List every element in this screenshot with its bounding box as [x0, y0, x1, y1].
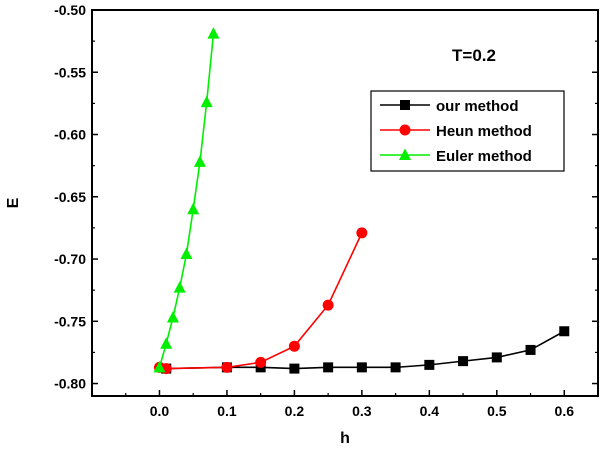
data-point-heun-method [288, 340, 300, 352]
legend-marker-heun-method [399, 124, 411, 136]
x-tick-label: 0.5 [487, 403, 507, 419]
data-point-our-method [424, 359, 435, 370]
y-tick-label: -0.80 [54, 376, 86, 392]
plot-frame [91, 9, 599, 397]
data-point-euler-method [180, 247, 193, 260]
x-tick-label: 0.1 [217, 403, 237, 419]
x-tick-label: 0.2 [285, 403, 305, 419]
data-point-euler-method [173, 281, 186, 293]
data-point-our-method [491, 352, 502, 363]
data-point-euler-method [193, 155, 206, 167]
y-axis: -0.80 -0.75 -0.70 -0.65 -0.60 -0.55 -0.50 [54, 2, 98, 392]
data-point-euler-method [207, 27, 220, 39]
legend: our method Heun method Euler method [370, 90, 565, 172]
data-point-euler-method [166, 311, 179, 323]
data-point-heun-method [322, 299, 334, 311]
data-point-euler-method [187, 202, 200, 215]
y-tick-label: -0.60 [54, 127, 86, 143]
y-tick-label: -0.50 [54, 2, 86, 18]
x-axis: 0.0 0.1 0.2 0.3 0.4 0.5 0.6 [125, 390, 575, 419]
data-point-our-method [289, 363, 300, 374]
data-point-euler-method [153, 360, 166, 373]
y-tick-label: -0.70 [54, 251, 86, 267]
legend-marker-euler-method [399, 148, 411, 160]
x-axis-title: h [340, 430, 350, 447]
data-point-euler-method [200, 95, 213, 108]
y-tick-label: -0.55 [54, 64, 86, 80]
temperature-annotation: T=0.2 [452, 46, 496, 65]
data-point-our-method [458, 356, 469, 367]
right-axis-ticks [592, 9, 598, 385]
data-point-our-method [323, 362, 334, 373]
data-point-our-method [356, 362, 367, 373]
legend-marker-our-method [400, 100, 410, 110]
data-point-euler-method [160, 337, 173, 349]
y-axis-title: E [5, 197, 22, 208]
data-point-our-method [559, 326, 570, 337]
x-tick-label: 0.0 [150, 403, 170, 419]
data-point-heun-method [221, 361, 233, 373]
series-line-heun-method [159, 232, 363, 370]
data-point-our-method [390, 362, 401, 373]
data-point-heun-method [255, 356, 267, 368]
series-line-our-method [166, 330, 565, 370]
legend-label-heun-method: Heun method [436, 123, 532, 140]
x-tick-label: 0.3 [352, 403, 372, 419]
data-point-our-method [525, 344, 536, 355]
legend-label-our-method: our method [436, 98, 519, 115]
y-tick-label: -0.65 [54, 189, 86, 205]
series-line-euler-method [158, 33, 215, 368]
legend-label-euler-method: Euler method [436, 148, 532, 165]
y-tick-label: -0.75 [54, 313, 86, 329]
data-point-heun-method [356, 227, 368, 239]
x-tick-label: 0.6 [555, 403, 575, 419]
series-layer [153, 27, 570, 375]
x-tick-label: 0.4 [420, 403, 440, 419]
